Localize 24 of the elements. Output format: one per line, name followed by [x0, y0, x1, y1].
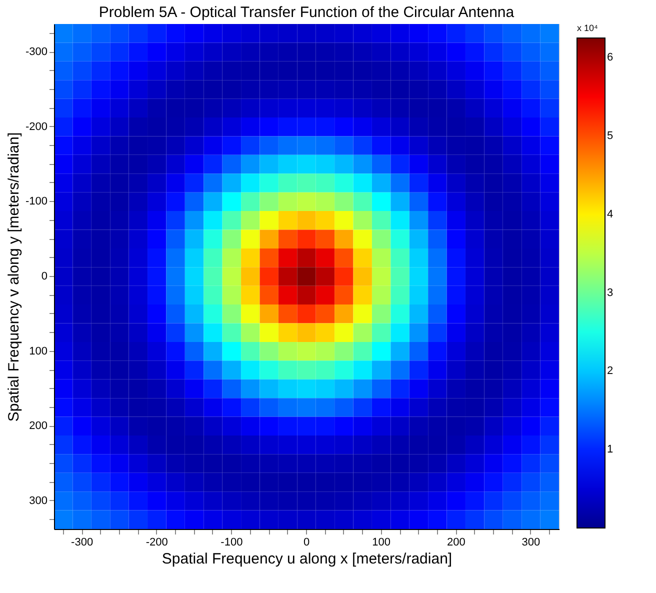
- color-bar-label: 1: [607, 444, 614, 456]
- y-tick-label: 100: [29, 345, 48, 358]
- x-tick-label: 0: [303, 536, 310, 548]
- y-tick-label: 300: [29, 494, 48, 507]
- y-tick-label: 200: [29, 420, 48, 432]
- color-bar-label: 6: [607, 52, 614, 64]
- color-bar-label: 3: [607, 286, 614, 299]
- color-bar-label: 4: [607, 208, 614, 220]
- color-bar-label: 2: [607, 365, 614, 378]
- y-tick-label: 0: [41, 270, 48, 282]
- x-axis-title: Spatial Frequency u along x [meters/radian]: [162, 550, 452, 568]
- x-tick-label: 300: [522, 536, 540, 548]
- x-tick-label: -200: [146, 536, 168, 548]
- color-bar-label: 5: [607, 130, 614, 142]
- x-tick-label: 100: [372, 536, 390, 548]
- text: x 10⁴: [577, 23, 598, 33]
- y-tick-label: -200: [25, 120, 48, 133]
- y-tick-label: -100: [25, 196, 48, 208]
- y-tick-label: -300: [25, 46, 48, 58]
- x-tick-label: -100: [220, 536, 243, 548]
- x-tick-label: 200: [446, 536, 466, 548]
- y-axis-title: Spatial Frequency v along y [meters/radian]: [5, 132, 22, 422]
- x-tick-label: -300: [71, 536, 94, 548]
- chart-title: Problem 5A - Optical Transfer Function of the Circular Antenna: [98, 4, 515, 21]
